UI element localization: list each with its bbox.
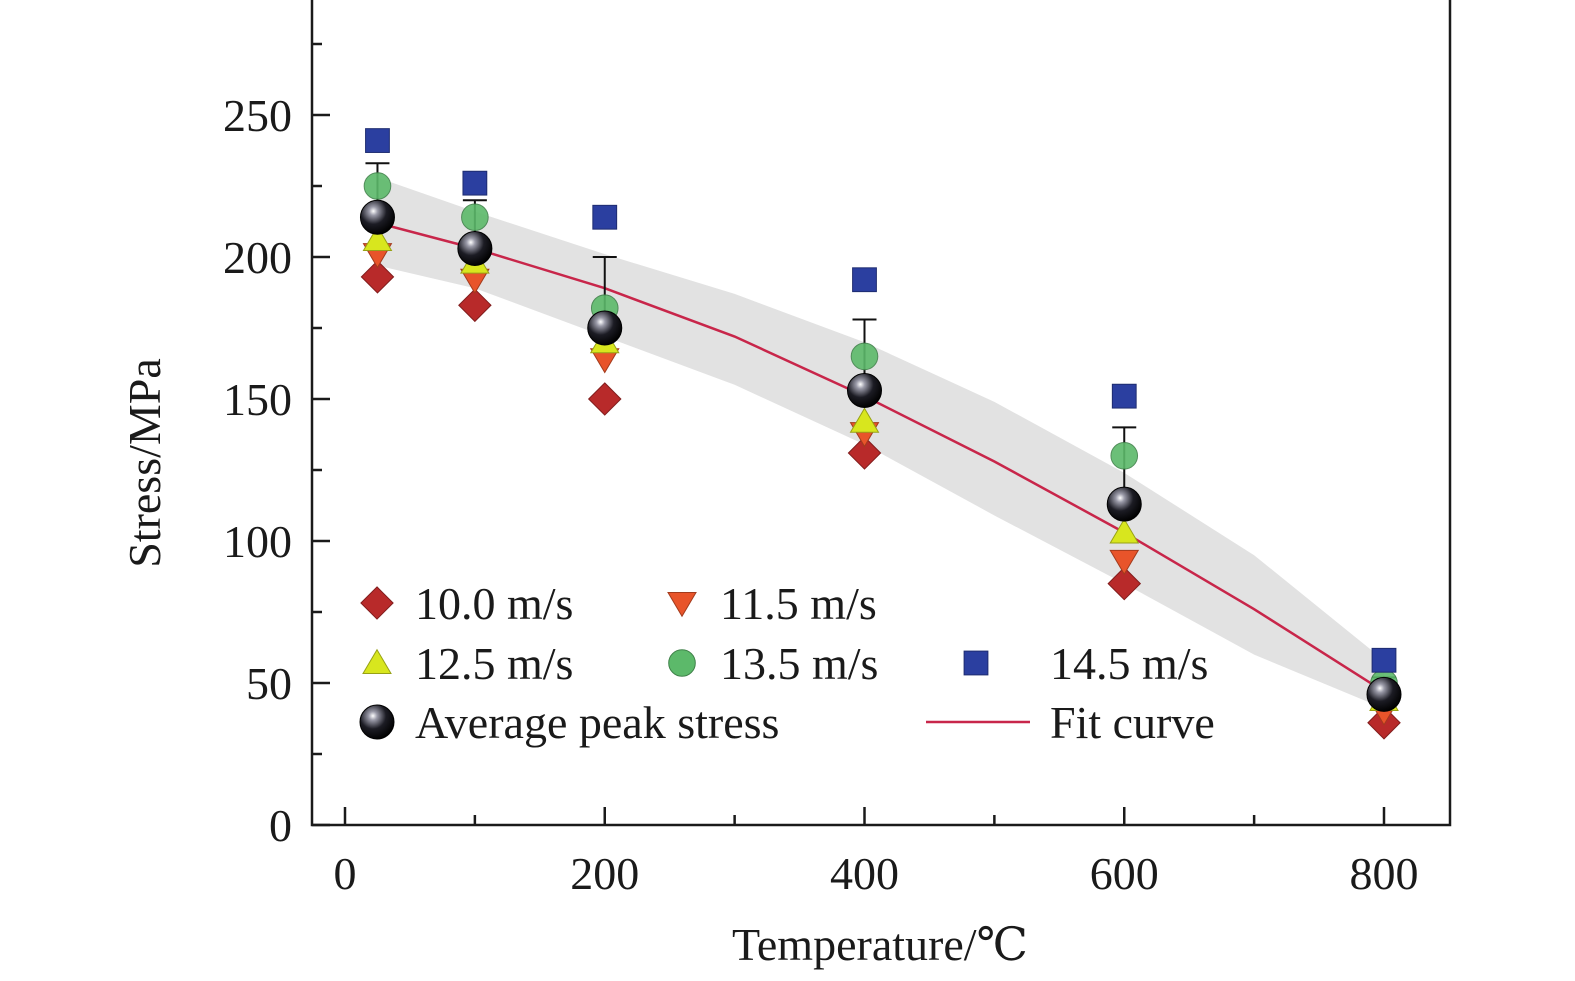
data-point (592, 204, 618, 230)
legend-swatch (667, 592, 697, 618)
y-tick-label: 200 (223, 232, 292, 283)
series-markers-layer (360, 128, 1401, 740)
y-tick-label: 250 (223, 90, 292, 141)
legend-swatch (362, 648, 392, 674)
x-tick-label: 800 (1350, 848, 1419, 899)
data-point (360, 260, 395, 294)
x-tick-label: 0 (334, 848, 357, 899)
average-point (847, 372, 882, 408)
legend-label: Average peak stress (415, 697, 779, 748)
average-point (457, 230, 493, 266)
y-tick-label: 150 (223, 374, 292, 425)
data-point (1109, 518, 1140, 544)
legend: 10.0 m/s 11.5 m/s 12.5 m/s 13.5 m/s 14.5 m/s… (359, 578, 1215, 748)
data-point (1110, 442, 1139, 470)
legend-label: 11.5 m/s (720, 578, 877, 629)
legend-swatch (360, 586, 394, 620)
legend-item: 14.5 m/s (963, 638, 1208, 689)
data-point (850, 342, 879, 371)
y-tick-label: 100 (223, 516, 292, 567)
axes (310, 0, 1452, 827)
legend-label: 12.5 m/s (415, 638, 573, 689)
data-point (847, 436, 882, 470)
average-point (359, 199, 395, 235)
x-axis-title: Temperature/℃ (732, 919, 1028, 970)
data-point (1111, 383, 1137, 409)
y-tick-label: 50 (246, 658, 292, 709)
ticks: 0 200 400 600 800 0 50 100 150 200 250 (223, 42, 1419, 899)
data-point (1371, 647, 1397, 673)
x-tick-label: 400 (830, 848, 899, 899)
average-point (587, 310, 623, 346)
average-point (1106, 486, 1142, 522)
legend-label: 10.0 m/s (415, 578, 573, 629)
legend-label: 13.5 m/s (720, 638, 878, 689)
x-tick-label: 200 (570, 848, 639, 899)
data-point (852, 267, 877, 293)
legend-item: 11.5 m/s (667, 578, 877, 629)
data-point (458, 288, 492, 323)
average-point (1366, 676, 1402, 712)
legend-item: Fit curve (926, 697, 1215, 748)
legend-swatch (963, 650, 989, 676)
legend-item: Average peak stress (359, 697, 779, 748)
data-point (461, 203, 489, 232)
series-5 (365, 128, 1397, 673)
y-axis-title: Stress/MPa (119, 358, 170, 568)
average-markers-layer (359, 199, 1402, 712)
legend-item: 13.5 m/s (668, 638, 878, 689)
data-point (462, 170, 488, 196)
legend-swatch (668, 649, 696, 677)
data-point (1107, 566, 1142, 601)
data-point (365, 128, 390, 153)
legend-label: Fit curve (1050, 697, 1215, 748)
x-tick-label: 600 (1090, 848, 1159, 899)
data-point (363, 172, 392, 200)
data-point (849, 407, 880, 433)
legend-swatch (359, 704, 395, 740)
legend-item: 12.5 m/s (362, 638, 573, 689)
data-point (362, 225, 393, 251)
plot-frame (310, 0, 1452, 827)
data-point (587, 382, 622, 416)
legend-item: 10.0 m/s (360, 578, 573, 629)
legend-label: 14.5 m/s (1050, 638, 1208, 689)
y-tick-label: 0 (269, 800, 292, 851)
data-point (1109, 549, 1140, 576)
